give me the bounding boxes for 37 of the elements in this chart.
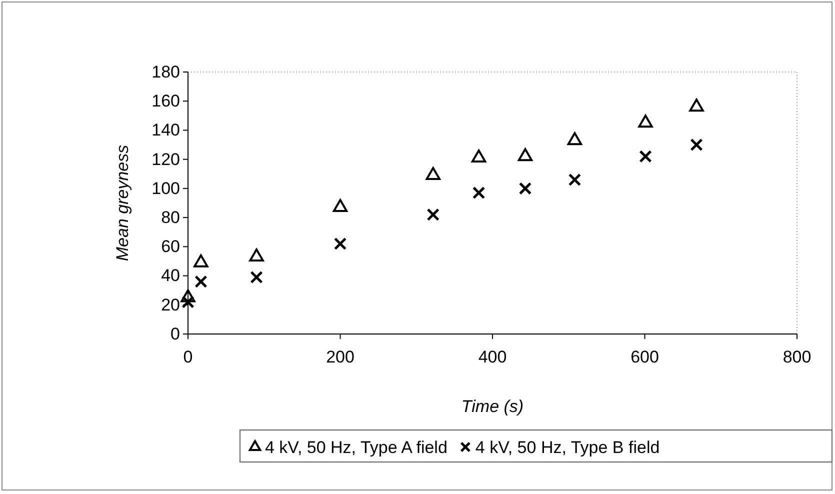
y-tick-label: 100 bbox=[152, 178, 180, 198]
x-tick-label: 200 bbox=[326, 347, 354, 366]
y-tick-label: 80 bbox=[161, 208, 180, 227]
point bbox=[426, 167, 440, 180]
point bbox=[249, 248, 264, 262]
x-tick-label: 600 bbox=[630, 347, 659, 366]
point bbox=[332, 199, 348, 212]
x-axis-title: Time (s) bbox=[461, 397, 524, 416]
y-tick-label: 0 bbox=[170, 324, 180, 344]
point bbox=[567, 132, 582, 146]
y-tick-label: 180 bbox=[152, 62, 180, 82]
legend-label: 4 kV, 50 Hz, Type A field bbox=[265, 438, 448, 457]
x-tick-label: 400 bbox=[478, 347, 507, 366]
point bbox=[518, 148, 533, 162]
y-tick-label: 120 bbox=[152, 150, 180, 169]
point bbox=[194, 275, 208, 288]
y-tick-label: 40 bbox=[161, 266, 180, 286]
x-tick-label: 0 bbox=[183, 347, 193, 366]
y-tick-label: 160 bbox=[152, 92, 180, 111]
point bbox=[568, 173, 582, 186]
point bbox=[690, 138, 703, 152]
y-tick-label: 60 bbox=[161, 237, 180, 256]
point bbox=[638, 114, 653, 128]
y-tick-label: 20 bbox=[161, 295, 180, 314]
point bbox=[472, 186, 486, 200]
y-axis-title: Mean greyness bbox=[113, 144, 132, 262]
point bbox=[518, 182, 532, 195]
point bbox=[182, 296, 194, 308]
point bbox=[689, 98, 704, 112]
x-tick-label: 800 bbox=[782, 347, 812, 366]
point bbox=[426, 208, 440, 222]
legend-label: 4 kV, 50 Hz, Type B field bbox=[475, 438, 660, 457]
y-tick-label: 140 bbox=[152, 120, 180, 140]
point bbox=[250, 270, 263, 284]
point bbox=[639, 150, 652, 163]
point bbox=[471, 150, 486, 163]
point bbox=[334, 237, 347, 250]
